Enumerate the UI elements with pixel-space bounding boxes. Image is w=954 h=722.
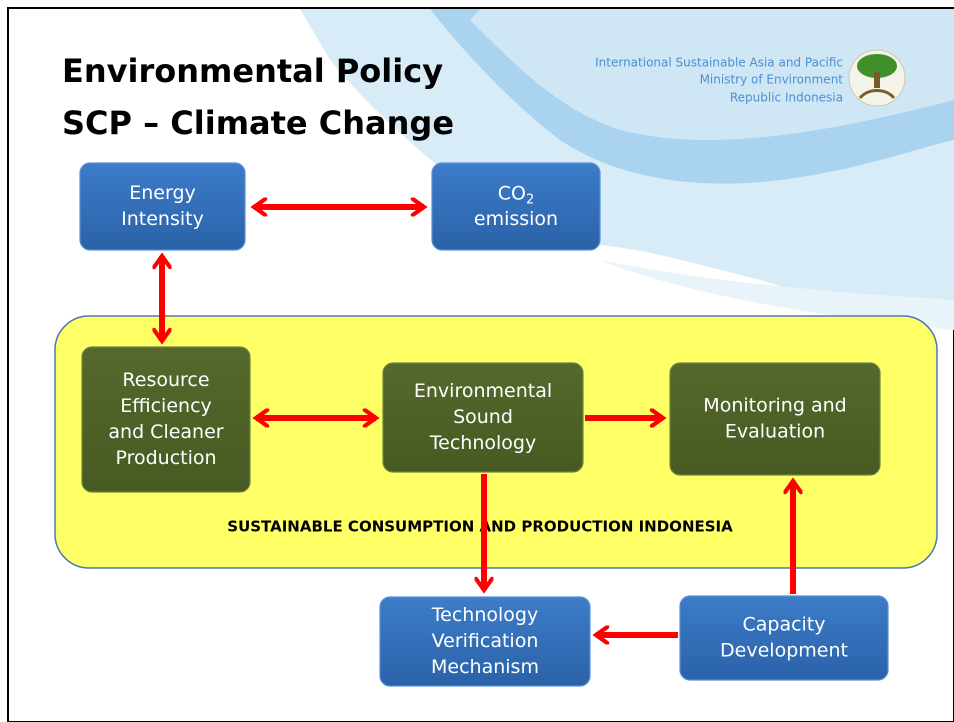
node-label: Evaluation: [725, 421, 825, 443]
node-label: Mechanism: [431, 656, 539, 678]
slide: Environmental Policy SCP – Climate Chang…: [0, 0, 954, 722]
node-label: Technology: [431, 604, 538, 626]
title-line: Environmental Policy: [62, 52, 443, 90]
node: Environmental Sound Technology: [383, 363, 583, 472]
node-label: Resource: [122, 369, 209, 391]
node-label: Verification: [432, 630, 539, 652]
node-label: Technology: [429, 432, 536, 454]
node: Capacity Development: [680, 596, 888, 680]
node-label: Capacity: [742, 614, 825, 636]
node-label-sub: 2: [526, 192, 534, 207]
node-label: Sound: [453, 406, 513, 428]
node: Resource Efficiency and Cleaner Production: [82, 347, 250, 492]
org-text: Republic Indonesia: [730, 91, 843, 105]
node-box: [680, 596, 888, 680]
node-label: and Cleaner: [108, 421, 223, 443]
band-label: SUSTAINABLE CONSUMPTION AND PRODUCTION I…: [227, 518, 733, 536]
node: Energy Intensity: [80, 163, 245, 250]
node-label: emission: [474, 208, 558, 230]
org-text: Ministry of Environment: [700, 73, 844, 87]
logo: [849, 50, 905, 106]
node-label: Development: [720, 640, 848, 662]
node-label: Environmental: [414, 380, 552, 402]
title-line: SCP – Climate Change: [62, 104, 454, 142]
node: Monitoring and Evaluation: [670, 363, 880, 475]
node-label: Energy: [129, 182, 196, 204]
node-label: Efficiency: [120, 395, 212, 417]
node-label-part: CO: [498, 182, 526, 204]
node-label: Production: [115, 447, 216, 469]
node-label: Monitoring and: [703, 395, 846, 417]
node-box: [670, 363, 880, 475]
node-box: [80, 163, 245, 250]
org-text: International Sustainable Asia and Pacif…: [595, 56, 843, 70]
node: Technology Verification Mechanism: [380, 597, 590, 686]
node-box: [432, 163, 600, 250]
node-label: Intensity: [121, 208, 204, 230]
